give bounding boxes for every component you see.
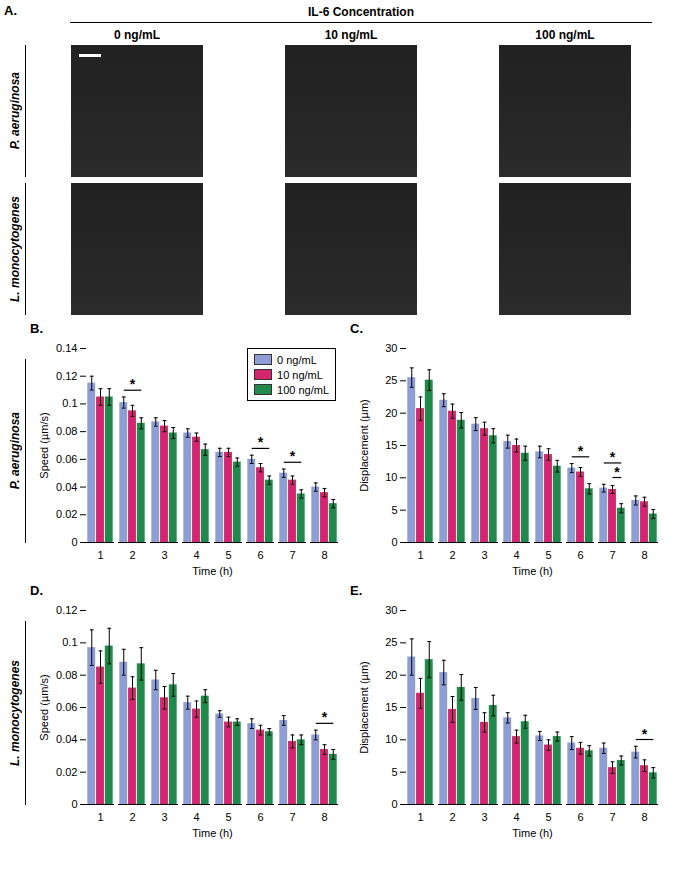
svg-text:1: 1: [417, 549, 423, 561]
html-text:C.: C.: [350, 321, 363, 336]
svg-text:3: 3: [481, 811, 487, 823]
svg-text:8: 8: [321, 549, 327, 561]
svg-text:6: 6: [577, 549, 583, 561]
svg-text:Time (h): Time (h): [512, 827, 553, 839]
svg-text:0.02: 0.02: [56, 508, 77, 520]
svg-text:0.04: 0.04: [56, 481, 77, 493]
svg-text:7: 7: [289, 811, 295, 823]
html-text:E.: E.: [350, 583, 363, 598]
svg-text:0: 0: [71, 536, 77, 548]
html-text:L. monocytogenes: L. monocytogenes: [7, 196, 22, 302]
html-text:D.: D.: [30, 583, 43, 598]
svg-text:*: *: [610, 449, 616, 465]
svg-text:5: 5: [225, 811, 231, 823]
svg-text:1: 1: [97, 811, 103, 823]
svg-text:4: 4: [193, 549, 199, 561]
svg-text:5: 5: [391, 766, 397, 778]
svg-text:Time (h): Time (h): [192, 565, 233, 577]
svg-text:7: 7: [609, 811, 615, 823]
svg-text:2: 2: [449, 549, 455, 561]
svg-text:7: 7: [609, 549, 615, 561]
svg-text:0.08: 0.08: [56, 425, 77, 437]
svg-text:20: 20: [385, 407, 397, 419]
svg-text:1: 1: [417, 811, 423, 823]
svg-text:Displacement (µm): Displacement (µm): [358, 399, 370, 492]
svg-text:0: 0: [391, 536, 397, 548]
svg-text:0.08: 0.08: [56, 669, 77, 681]
html-text:100 ng/mL: 100 ng/mL: [535, 28, 595, 42]
svg-text:0.1: 0.1: [62, 397, 77, 409]
svg-text:3: 3: [161, 811, 167, 823]
svg-text:0.06: 0.06: [56, 701, 77, 713]
svg-text:0: 0: [391, 798, 397, 810]
svg-text:*: *: [642, 726, 648, 742]
html-text:B.: B.: [30, 321, 43, 336]
svg-text:2: 2: [449, 811, 455, 823]
svg-text:3: 3: [481, 549, 487, 561]
svg-text:0.06: 0.06: [56, 453, 77, 465]
html-text:P. aeruginosa: P. aeruginosa: [7, 72, 22, 150]
svg-text:4: 4: [193, 811, 199, 823]
svg-text:3: 3: [161, 549, 167, 561]
svg-text:0.14: 0.14: [56, 342, 77, 354]
svg-text:30: 30: [385, 604, 397, 616]
svg-text:30: 30: [385, 342, 397, 354]
svg-text:5: 5: [225, 549, 231, 561]
svg-text:5: 5: [545, 811, 551, 823]
svg-text:25: 25: [385, 374, 397, 386]
svg-text:*: *: [130, 376, 136, 392]
svg-text:4: 4: [513, 549, 519, 561]
svg-text:6: 6: [257, 811, 263, 823]
svg-text:Speed (µm/s): Speed (µm/s): [38, 674, 50, 740]
svg-text:Time (h): Time (h): [512, 565, 553, 577]
html-text:IL-6 Concentration: IL-6 Concentration: [308, 5, 414, 19]
svg-text:8: 8: [321, 811, 327, 823]
html-text:L. monocytogenes: L. monocytogenes: [7, 660, 22, 766]
svg-text:Speed (µm/s): Speed (µm/s): [38, 412, 50, 478]
svg-text:*: *: [578, 443, 584, 459]
svg-text:*: *: [614, 464, 620, 480]
html-text:P. aeruginosa: P. aeruginosa: [7, 412, 22, 490]
html-text:0 ng/mL: 0 ng/mL: [114, 28, 160, 42]
svg-text:Time (h): Time (h): [192, 827, 233, 839]
html-text:A.: A.: [4, 3, 17, 18]
svg-text:15: 15: [385, 439, 397, 451]
svg-text:10: 10: [385, 733, 397, 745]
svg-text:2: 2: [129, 549, 135, 561]
svg-text:8: 8: [641, 549, 647, 561]
svg-text:0.04: 0.04: [56, 733, 77, 745]
svg-text:4: 4: [513, 811, 519, 823]
html-text:0 ng/mL: 0 ng/mL: [277, 353, 317, 366]
svg-text:5: 5: [545, 549, 551, 561]
html-text:100 ng/mL: 100 ng/mL: [277, 383, 329, 396]
svg-text:0.1: 0.1: [62, 636, 77, 648]
svg-text:20: 20: [385, 669, 397, 681]
svg-text:0.12: 0.12: [56, 370, 77, 382]
svg-text:10: 10: [385, 471, 397, 483]
svg-text:7: 7: [289, 549, 295, 561]
svg-text:*: *: [322, 709, 328, 725]
html-text:10 ng/mL: 10 ng/mL: [277, 368, 323, 381]
svg-text:1: 1: [97, 549, 103, 561]
svg-text:6: 6: [577, 811, 583, 823]
svg-text:*: *: [258, 434, 264, 450]
svg-text:*: *: [290, 448, 296, 464]
svg-text:25: 25: [385, 636, 397, 648]
svg-text:0.02: 0.02: [56, 766, 77, 778]
svg-text:8: 8: [641, 811, 647, 823]
svg-text:Displacement (µm): Displacement (µm): [358, 661, 370, 754]
svg-text:6: 6: [257, 549, 263, 561]
svg-text:0: 0: [71, 798, 77, 810]
svg-text:15: 15: [385, 701, 397, 713]
html-text:10 ng/mL: 10 ng/mL: [324, 28, 378, 42]
svg-text:0.12: 0.12: [56, 604, 77, 616]
svg-text:5: 5: [391, 504, 397, 516]
svg-text:2: 2: [129, 811, 135, 823]
